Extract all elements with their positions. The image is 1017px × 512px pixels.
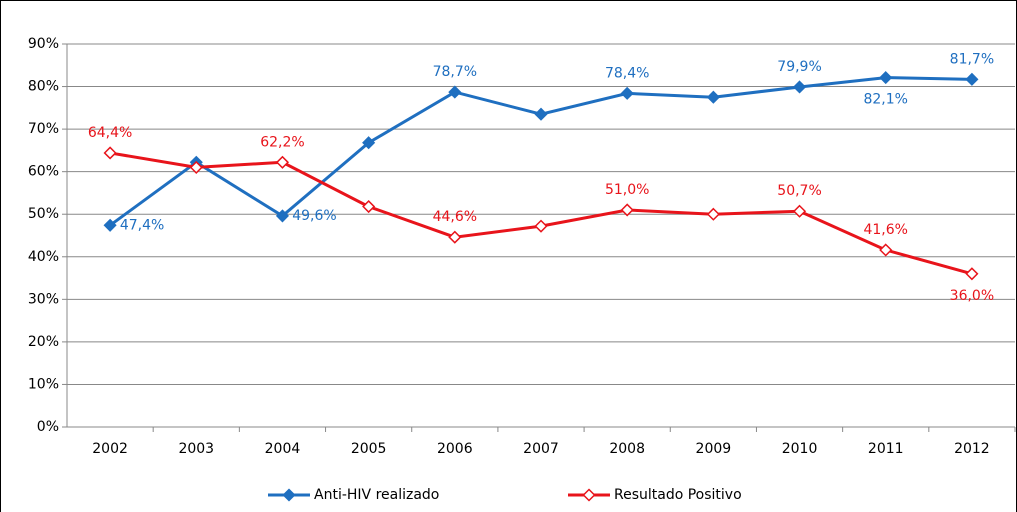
data-point — [362, 136, 376, 150]
x-tick-label: 2006 — [437, 441, 473, 457]
data-point — [706, 207, 720, 221]
data-point — [706, 90, 720, 104]
data-point — [189, 160, 203, 174]
data-label: 49,6% — [292, 208, 336, 224]
data-label: 82,1% — [863, 92, 907, 108]
legend-marker — [282, 488, 296, 502]
legend-label: Anti-HIV realizado — [314, 487, 439, 503]
data-point — [879, 71, 893, 85]
data-point — [275, 209, 290, 223]
x-tick-label: 2009 — [696, 441, 732, 457]
data-point — [275, 155, 290, 169]
y-tick-label: 10% — [28, 376, 59, 392]
x-tick-label: 2005 — [351, 441, 387, 457]
data-label: 51,0% — [605, 182, 649, 198]
x-tick-label: 2011 — [868, 441, 904, 457]
x-tick-label: 2010 — [782, 441, 818, 457]
x-tick-label: 2002 — [92, 441, 128, 457]
y-tick-label: 50% — [28, 206, 59, 222]
y-tick-label: 60% — [28, 164, 59, 180]
legend-marker — [582, 488, 596, 502]
data-point — [103, 218, 117, 232]
data-label: 78,4% — [605, 65, 649, 81]
y-tick-label: 40% — [28, 249, 59, 265]
data-point — [534, 107, 548, 121]
data-label: 79,9% — [777, 59, 821, 75]
data-point — [534, 219, 548, 233]
data-label: 81,7% — [950, 51, 994, 67]
data-label: 78,7% — [433, 64, 477, 80]
data-label: 47,4% — [120, 217, 164, 233]
data-label: 50,7% — [777, 183, 821, 199]
data-label: 64,4% — [88, 125, 132, 141]
legend-label: Resultado Positivo — [614, 487, 742, 503]
x-tick-label: 2003 — [178, 441, 214, 457]
y-tick-label: 20% — [28, 334, 59, 350]
y-tick-label: 80% — [28, 79, 59, 95]
data-point — [103, 146, 117, 160]
data-label: 36,0% — [950, 288, 994, 304]
data-point — [620, 203, 634, 217]
y-tick-label: 90% — [28, 36, 59, 52]
data-point — [792, 204, 807, 218]
y-tick-label: 30% — [28, 291, 59, 307]
y-tick-label: 0% — [37, 419, 59, 435]
data-point — [448, 230, 462, 244]
data-label: 41,6% — [863, 222, 907, 238]
data-label: 44,6% — [433, 209, 477, 225]
data-point — [879, 243, 893, 257]
data-point — [792, 80, 807, 94]
data-point — [965, 72, 979, 86]
data-point — [620, 86, 634, 100]
x-tick-label: 2007 — [523, 441, 559, 457]
x-tick-label: 2004 — [265, 441, 301, 457]
data-point — [362, 200, 376, 214]
data-point — [965, 267, 979, 281]
y-tick-label: 70% — [28, 121, 59, 137]
x-tick-label: 2012 — [954, 441, 990, 457]
data-point — [448, 85, 462, 99]
x-tick-label: 2008 — [609, 441, 645, 457]
data-label: 62,2% — [260, 134, 304, 150]
